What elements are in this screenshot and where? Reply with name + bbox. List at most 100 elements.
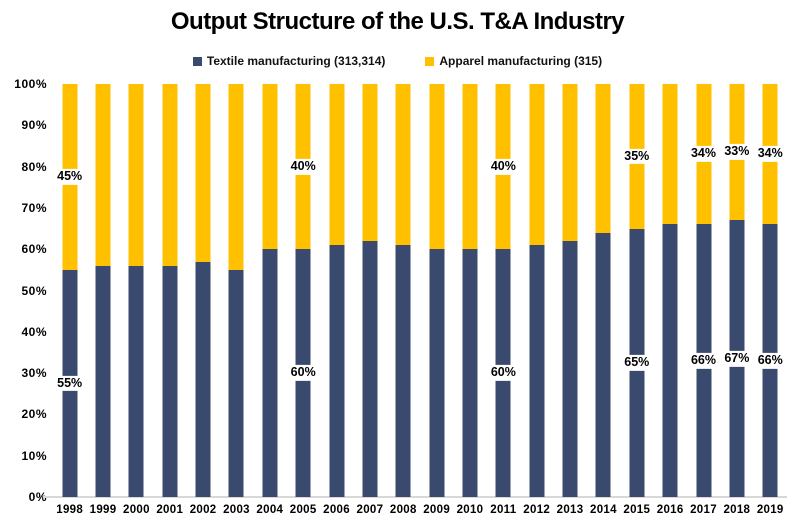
apparel-segment-2009 bbox=[429, 84, 445, 250]
year-label-2008: 2008 bbox=[389, 504, 417, 516]
data-label-textile-2011: 60% bbox=[488, 365, 518, 381]
year-label-2015: 2015 bbox=[623, 504, 651, 516]
textile-segment-2001 bbox=[162, 265, 178, 497]
chart-title: Output Structure of the U.S. T&A Industr… bbox=[170, 8, 625, 35]
data-label-apparel-2018: 33% bbox=[722, 144, 752, 161]
apparel-segment-2002 bbox=[195, 84, 211, 262]
textile-swatch-icon bbox=[192, 56, 202, 66]
bar-2002: 2002 bbox=[186, 84, 219, 516]
year-label-1999: 1999 bbox=[89, 504, 117, 516]
year-label-2004: 2004 bbox=[256, 504, 284, 516]
bar-2018: 67% 33% 2018 bbox=[720, 84, 753, 516]
bar-2008: 2008 bbox=[387, 84, 420, 516]
y-tick-80: 80% bbox=[21, 159, 47, 174]
bar-2017: 66% 34% 2017 bbox=[687, 84, 720, 516]
data-label-apparel-2015: 35% bbox=[622, 148, 652, 165]
year-label-2009: 2009 bbox=[423, 504, 451, 516]
textile-segment-2009 bbox=[429, 249, 445, 497]
apparel-segment-2000 bbox=[128, 84, 144, 266]
legend-label-textile: Textile manufacturing (313,314) bbox=[206, 54, 386, 68]
year-label-2014: 2014 bbox=[590, 504, 617, 516]
data-label-textile-1998: 55% bbox=[55, 375, 85, 392]
bar-2007: 2007 bbox=[353, 84, 386, 516]
textile-segment-2014 bbox=[595, 232, 611, 497]
data-label-apparel-2017: 34% bbox=[688, 146, 719, 163]
y-axis: 0% 10% 20% 30% 40% 50% 60% 70% 80% 90% 100% bbox=[0, 77, 50, 504]
textile-segment-1999 bbox=[95, 265, 111, 497]
legend-item-apparel: Apparel manufacturing (315) bbox=[425, 54, 602, 68]
apparel-segment-2007 bbox=[362, 84, 378, 241]
year-label-2000: 2000 bbox=[122, 504, 150, 516]
apparel-segment-2006 bbox=[329, 84, 345, 246]
data-label-apparel-2019: 34% bbox=[755, 146, 785, 163]
year-label-2010: 2010 bbox=[456, 504, 484, 516]
year-label-2003: 2003 bbox=[223, 504, 250, 516]
year-label-2001: 2001 bbox=[156, 504, 184, 516]
bar-2016: 2016 bbox=[653, 84, 686, 516]
textile-segment-2013 bbox=[562, 240, 578, 497]
textile-segment-2012 bbox=[529, 245, 545, 497]
legend: Textile manufacturing (313,314) Apparel … bbox=[0, 54, 795, 68]
y-tick-90: 90% bbox=[21, 118, 47, 133]
bar-1998: 55% 45% 1998 bbox=[53, 84, 86, 516]
textile-segment-2007 bbox=[362, 240, 378, 497]
bar-2003: 2003 bbox=[220, 84, 253, 516]
legend-label-apparel: Apparel manufacturing (315) bbox=[439, 54, 603, 68]
data-label-apparel-1998: 45% bbox=[55, 169, 85, 185]
plot-area: 55% 45% 1998 1999 2000 2001 2002 2003 2004 60% 40%… bbox=[43, 84, 787, 516]
year-label-2013: 2013 bbox=[556, 504, 584, 516]
textile-segment-2016 bbox=[662, 224, 678, 497]
apparel-segment-2001 bbox=[162, 84, 178, 266]
bar-2000: 2000 bbox=[120, 84, 153, 516]
bars-container: 55% 45% 1998 1999 2000 2001 2002 2003 2004 60% 40%… bbox=[53, 84, 787, 516]
year-label-2016: 2016 bbox=[656, 504, 684, 516]
apparel-segment-2004 bbox=[262, 84, 278, 250]
bar-2001: 2001 bbox=[153, 84, 186, 516]
textile-segment-2004 bbox=[262, 249, 278, 497]
data-label-textile-2005: 60% bbox=[288, 365, 318, 381]
apparel-segment-1999 bbox=[95, 84, 111, 266]
bar-2013: 2013 bbox=[553, 84, 586, 516]
textile-segment-2000 bbox=[128, 265, 144, 497]
bar-2014: 2014 bbox=[587, 84, 620, 516]
bar-2004: 2004 bbox=[253, 84, 286, 516]
y-tick-70: 70% bbox=[21, 200, 47, 215]
textile-segment-2006 bbox=[329, 245, 345, 497]
textile-segment-2010 bbox=[462, 249, 478, 497]
bar-2010: 2010 bbox=[453, 84, 486, 516]
y-tick-50: 50% bbox=[21, 283, 47, 298]
apparel-segment-2003 bbox=[228, 84, 244, 270]
y-tick-20: 20% bbox=[21, 407, 47, 422]
bar-1999: 1999 bbox=[86, 84, 119, 516]
bar-2011: 60% 40% 2011 bbox=[487, 84, 520, 516]
textile-segment-2008 bbox=[395, 245, 411, 497]
year-label-2012: 2012 bbox=[523, 504, 551, 516]
bar-2009: 2009 bbox=[420, 84, 453, 516]
data-label-textile-2019: 66% bbox=[755, 352, 785, 369]
year-label-2019: 2019 bbox=[756, 504, 784, 516]
y-tick-60: 60% bbox=[21, 242, 47, 257]
bar-2012: 2012 bbox=[520, 84, 553, 516]
data-label-textile-2015: 65% bbox=[622, 354, 652, 371]
apparel-segment-2016 bbox=[662, 84, 678, 225]
year-label-2002: 2002 bbox=[189, 504, 217, 516]
year-label-1998: 1998 bbox=[56, 504, 84, 516]
data-label-textile-2017: 66% bbox=[688, 352, 719, 369]
y-tick-10: 10% bbox=[21, 448, 47, 463]
apparel-swatch-icon bbox=[425, 56, 435, 66]
year-label-2017: 2017 bbox=[690, 504, 717, 516]
apparel-segment-2013 bbox=[562, 84, 578, 241]
bar-2006: 2006 bbox=[320, 84, 353, 516]
apparel-segment-2014 bbox=[595, 84, 611, 233]
apparel-segment-2008 bbox=[395, 84, 411, 246]
y-tick-40: 40% bbox=[21, 324, 47, 339]
year-label-2005: 2005 bbox=[289, 504, 317, 516]
textile-segment-2002 bbox=[195, 261, 211, 497]
legend-item-textile: Textile manufacturing (313,314) bbox=[192, 54, 386, 68]
year-label-2011: 2011 bbox=[490, 504, 517, 516]
y-tick-30: 30% bbox=[21, 366, 47, 381]
y-tick-100: 100% bbox=[14, 77, 47, 91]
data-label-apparel-2011: 40% bbox=[488, 158, 518, 175]
data-label-apparel-2005: 40% bbox=[288, 158, 318, 175]
